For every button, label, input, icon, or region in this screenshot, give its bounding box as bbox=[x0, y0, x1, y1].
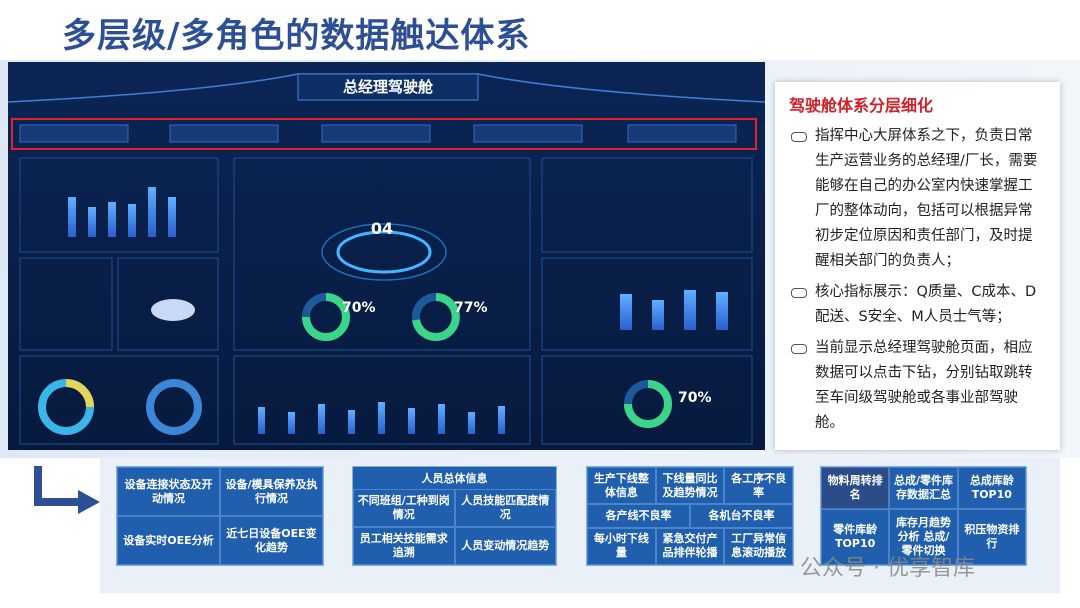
arrow bbox=[34, 466, 100, 514]
module-item: 积压物资排行 bbox=[957, 509, 1026, 565]
side-title: 驾驶舱体系分层细化 bbox=[789, 96, 934, 115]
gauge-value: 70% bbox=[678, 390, 712, 406]
gauge-value: 70% bbox=[342, 300, 376, 316]
bullet-icon bbox=[791, 132, 807, 142]
module-item: 人员变动情况趋势 bbox=[454, 527, 556, 565]
bullet-text: 指挥中心大屏体系之下，负责日常生产运营业务的总经理/厂长，需要能够在自己的办公室… bbox=[815, 128, 1038, 269]
module-item: 各工序不良率 bbox=[724, 467, 793, 505]
module-item: 员工相关技能需求追溯 bbox=[353, 527, 455, 565]
center-value: 04 bbox=[371, 219, 393, 238]
module-item: 每小时下线量 bbox=[587, 527, 656, 565]
bullet-icon bbox=[791, 344, 807, 354]
dashboard: 总经理驾驶舱 04 70% 77% 70% bbox=[8, 62, 765, 450]
bullet-icon bbox=[791, 288, 807, 298]
watermark: 公众号 · 优享智库 bbox=[800, 556, 975, 581]
module-item: 各产线不良率 bbox=[587, 504, 690, 528]
bullet-text: 核心指标展示：Q质量、C成本、D配送、S安全、M人员士气等； bbox=[815, 284, 1037, 325]
module-item: 总成/零件库存数据汇总 bbox=[889, 467, 958, 509]
module-item: 各机台不良率 bbox=[689, 504, 793, 528]
module-item: 工厂异常信息滚动播放 bbox=[724, 527, 793, 565]
module-item: 库存月趋势分析 总成/零件切换 bbox=[889, 509, 958, 565]
bullet: 核心指标展示：Q质量、C成本、D配送、S安全、M人员士气等； bbox=[791, 280, 1046, 330]
module-item: 设备/模具保养及执行情况 bbox=[220, 467, 323, 516]
module: 人员总体信息不同班组/工种到岗情况 人员技能匹配度情况 员工相关技能需求追溯 人员变动… bbox=[352, 466, 557, 566]
slide-title: 多层级/多角色的数据触达体系 bbox=[62, 16, 531, 56]
module-item: 近七日设备OEE变化趋势 bbox=[220, 516, 323, 565]
module-item: 物料周转排名 bbox=[821, 467, 890, 509]
module-item: 零件库龄TOP10 bbox=[821, 509, 890, 565]
gauge-value: 77% bbox=[454, 300, 488, 316]
module-item: 不同班组/工种到岗情况 bbox=[353, 489, 455, 527]
bullet-text: 当前显示总经理驾驶舱页面，相应数据可以点击下钻，分别钻取跳转至车间级驾驶舱或各事… bbox=[815, 340, 1033, 431]
bullet-list: 指挥中心大屏体系之下，负责日常生产运营业务的总经理/厂长，需要能够在自己的办公室… bbox=[775, 124, 1060, 436]
module: 设备连接状态及开动情况 设备/模具保养及执行情况 设备实时OEE分析 近七日设备OEE… bbox=[116, 466, 324, 566]
bullet: 当前显示总经理驾驶舱页面，相应数据可以点击下钻，分别钻取跳转至车间级驾驶舱或各事… bbox=[791, 336, 1046, 436]
module-item: 人员技能匹配度情况 bbox=[454, 489, 556, 527]
side-panel: 驾驶舱体系分层细化 指挥中心大屏体系之下，负责日常生产运营业务的总经理/厂长，需… bbox=[775, 82, 1060, 450]
module-item: 总成库龄TOP10 bbox=[957, 467, 1026, 509]
module: 生产下线整体信息 下线量同比及趋势情况 各工序不良率各产线不良率 各机台不良率每小时下… bbox=[586, 466, 794, 566]
module-header: 人员总体信息 bbox=[421, 472, 488, 485]
bullet: 指挥中心大屏体系之下，负责日常生产运营业务的总经理/厂长，需要能够在自己的办公室… bbox=[791, 124, 1046, 274]
module-item: 下线量同比及趋势情况 bbox=[655, 467, 725, 505]
dashboard-title: 总经理驾驶舱 bbox=[343, 78, 434, 96]
module-item: 设备实时OEE分析 bbox=[117, 516, 220, 565]
module-item: 设备连接状态及开动情况 bbox=[117, 467, 220, 516]
module-item: 生产下线整体信息 bbox=[587, 467, 656, 505]
module: 物料周转排名 总成/零件库存数据汇总 总成库龄TOP10 零件库龄TOP10 库存月趋势… bbox=[820, 466, 1027, 566]
module-item: 紧急交付产品排伴轮播 bbox=[655, 527, 725, 565]
